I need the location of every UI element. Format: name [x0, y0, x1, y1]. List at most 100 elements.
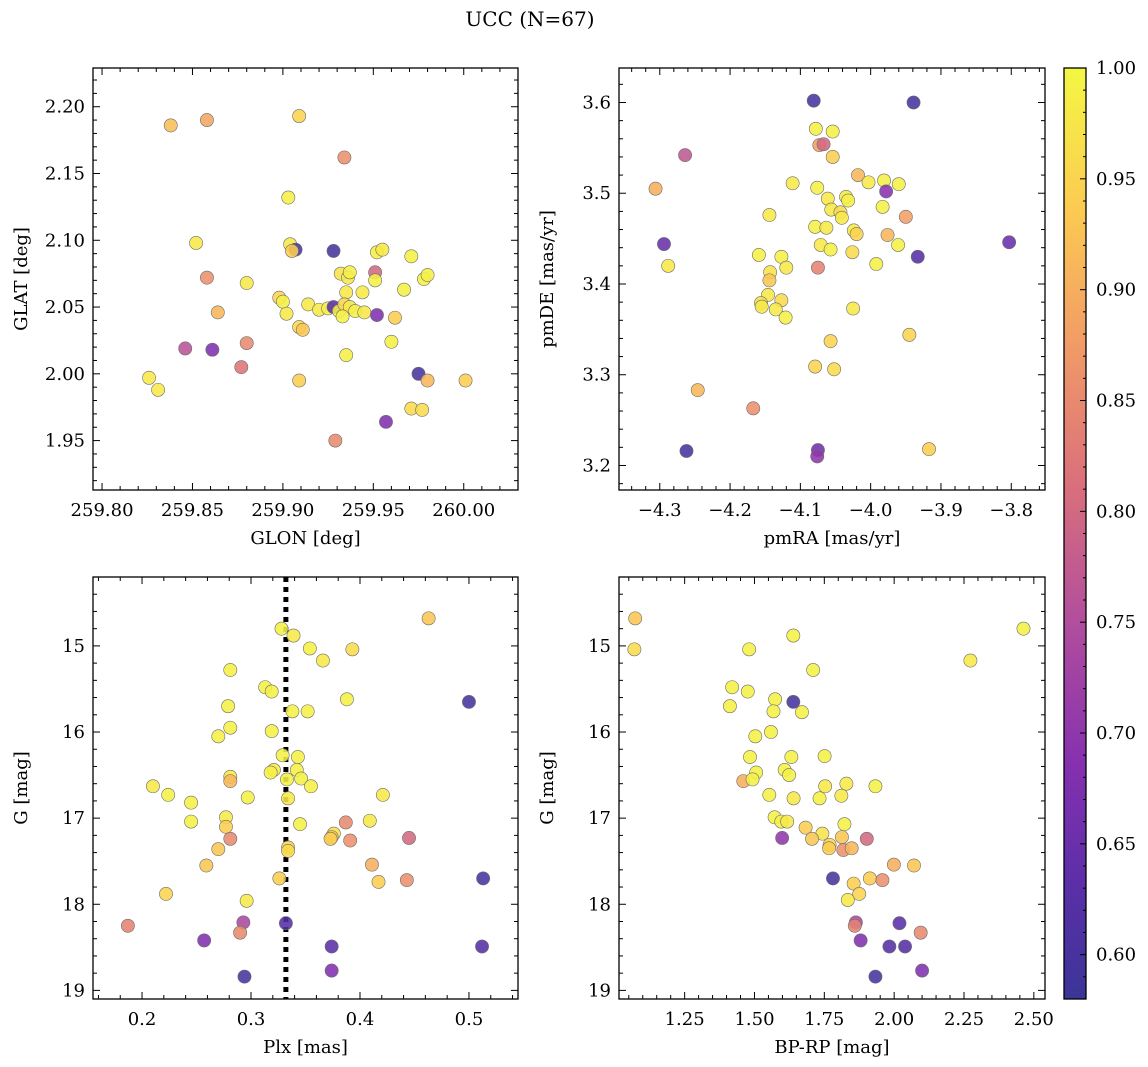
data-point — [910, 249, 925, 264]
data-point — [189, 236, 203, 250]
data-point — [844, 841, 859, 856]
data-point — [875, 873, 890, 888]
data-point — [285, 704, 300, 719]
data-point — [184, 814, 198, 829]
data-point — [146, 779, 160, 794]
data-point — [290, 750, 305, 764]
y-tick-label: 15 — [62, 636, 85, 657]
data-point — [462, 694, 476, 709]
data-point — [272, 871, 287, 886]
colorbar-tick-label: 0.65 — [1096, 834, 1136, 855]
data-point — [1002, 235, 1017, 250]
data-point — [233, 925, 248, 940]
y-axis-label: G [mag] — [11, 751, 32, 824]
data-point — [661, 258, 676, 273]
data-point — [292, 109, 307, 123]
x-tick-label: −4.0 — [849, 500, 893, 521]
data-point — [840, 893, 855, 907]
data-point — [200, 113, 214, 127]
data-point — [275, 294, 290, 309]
data-point — [808, 121, 823, 136]
data-point — [786, 628, 801, 643]
points-layer — [142, 109, 473, 448]
data-point — [722, 699, 737, 714]
data-point — [891, 238, 905, 252]
data-point — [281, 843, 295, 858]
data-point — [782, 768, 797, 782]
y-tick-label: 18 — [62, 894, 85, 915]
data-point — [263, 765, 278, 780]
x-tick-label: 0.3 — [237, 1009, 266, 1030]
y-tick-label: 19 — [62, 980, 85, 1001]
data-point — [868, 779, 883, 794]
data-point — [371, 874, 386, 889]
data-point — [357, 305, 372, 320]
data-point — [875, 199, 890, 214]
data-point — [678, 148, 692, 163]
data-point — [837, 817, 852, 832]
data-point — [221, 699, 236, 714]
data-point — [379, 414, 393, 429]
x-tick-label: 259.80 — [71, 500, 134, 521]
points-layer — [648, 93, 1017, 464]
data-point — [343, 833, 358, 848]
data-point — [811, 260, 825, 275]
data-point — [286, 628, 301, 643]
axes-frame — [92, 67, 519, 491]
axes-frame — [92, 576, 519, 1000]
y-tick-label: 2.20 — [45, 97, 85, 118]
data-point — [295, 322, 310, 337]
data-point — [120, 918, 135, 933]
data-point — [278, 916, 293, 931]
data-point — [324, 963, 339, 978]
scatter-panel-bottom-left: 0.2 0.3 0.4 0.5 15 16 17 18 19 Plx [mas] G [mag] — [11, 576, 519, 1058]
data-point — [151, 382, 166, 397]
data-point — [234, 360, 249, 375]
data-point — [743, 750, 757, 764]
data-point — [826, 871, 840, 886]
x-tick-label: 0.2 — [128, 1009, 157, 1030]
data-point — [822, 841, 836, 856]
data-point — [785, 176, 800, 191]
data-point — [280, 772, 294, 787]
y-tick-label: 3.2 — [582, 455, 611, 476]
data-point — [237, 969, 252, 984]
data-point — [841, 193, 856, 208]
x-tick-label: 1.25 — [665, 1009, 705, 1030]
y-axis-label: pmDE [mas/yr] — [537, 210, 558, 348]
data-point — [852, 887, 867, 901]
data-point — [239, 336, 254, 351]
x-tick-label: −3.9 — [919, 500, 963, 521]
scatter-panel-top-left: 259.80 259.85 259.90 259.95 260.00 1.95 2.00 2.… — [11, 67, 519, 549]
data-point — [384, 334, 399, 349]
data-point — [339, 348, 354, 363]
data-point — [869, 257, 884, 271]
data-point — [375, 242, 390, 257]
data-point — [370, 308, 384, 322]
y-axis-label: GLAT [deg] — [11, 227, 32, 331]
data-point — [420, 268, 435, 282]
data-point — [159, 887, 173, 901]
data-point — [915, 963, 929, 978]
data-point — [339, 285, 354, 300]
data-point — [780, 814, 795, 829]
y-tick-label: 19 — [588, 980, 611, 1001]
data-point — [239, 893, 254, 908]
data-point — [239, 276, 254, 290]
data-point — [768, 692, 783, 707]
data-point — [825, 150, 840, 164]
data-point — [340, 692, 354, 707]
data-point — [805, 831, 819, 846]
data-point — [754, 299, 769, 314]
colorbar-tick-label: 0.80 — [1096, 501, 1136, 522]
data-point — [200, 270, 214, 285]
data-point — [648, 181, 663, 196]
y-tick-label: 3.5 — [582, 183, 611, 204]
data-point — [817, 749, 832, 764]
data-point — [902, 327, 917, 342]
data-point — [907, 858, 921, 873]
data-point — [355, 285, 370, 300]
x-axis-label: GLON [deg] — [250, 528, 360, 549]
figure-title: UCC (N=67) — [465, 7, 594, 31]
data-point — [223, 831, 238, 846]
